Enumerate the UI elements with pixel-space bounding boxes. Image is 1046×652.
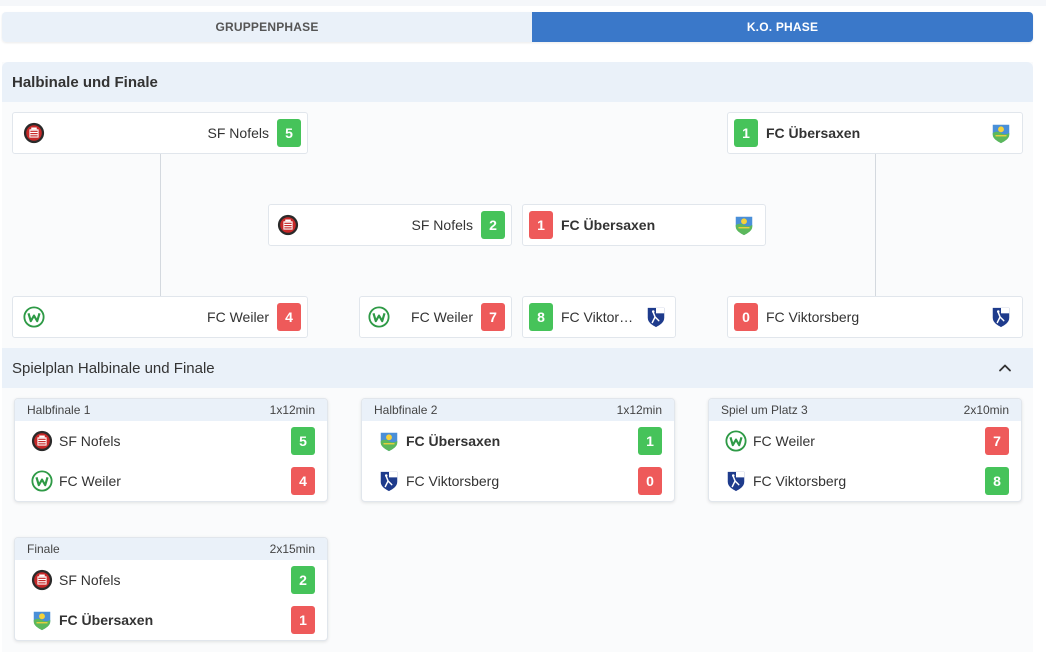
weiler-logo-icon (725, 430, 747, 452)
match-row-home: SF Nofels 2 (15, 565, 327, 595)
match-card-halbfinale-1[interactable]: Halbfinale 1 1x12min SF Nofels 5 FC Weil… (14, 398, 328, 502)
score-badge: 8 (985, 467, 1009, 495)
team-name: FC Übersaxen (59, 612, 154, 628)
match-row-away: FC Viktorsberg 8 (709, 466, 1021, 496)
uebersaxen-logo-icon (378, 430, 400, 452)
nofels-logo-icon (31, 569, 53, 591)
viktorsberg-logo-icon (725, 470, 747, 492)
viktorsberg-logo-icon (378, 470, 400, 492)
team-name: FC Viktorsberg (766, 309, 860, 325)
team-name: FC Weiler (207, 309, 269, 325)
match-card-header: Halbfinale 2 1x12min (362, 399, 674, 421)
viktorsberg-logo-icon (645, 306, 667, 328)
score-badge: 7 (985, 427, 1009, 455)
match-title: Spiel um Platz 3 (721, 403, 808, 417)
team-name: FC Viktorsberg (753, 473, 847, 489)
score-badge: 1 (734, 119, 758, 147)
tab-ko-phase[interactable]: K.O. PHASE (532, 12, 1033, 42)
bracket-final-away[interactable]: 1 FC Übersaxen (522, 204, 766, 246)
team-name: SF Nofels (59, 433, 121, 449)
schedule-section-title: Spielplan Halbinale und Finale (12, 359, 215, 377)
viktorsberg-logo-icon (990, 306, 1012, 328)
team-name: FC Viktor… (561, 309, 634, 325)
team-name: FC Übersaxen (561, 217, 656, 233)
bracket-semi1-away[interactable]: FC Weiler 4 (12, 296, 308, 338)
score-badge: 8 (529, 303, 553, 331)
ko-panel: Halbinale und Finale SF Nofels 5 FC Weil… (2, 62, 1033, 652)
bracket-final-home[interactable]: SF Nofels 2 (268, 204, 512, 246)
chevron-up-icon[interactable] (997, 360, 1013, 376)
match-card-header: Halbfinale 1 1x12min (15, 399, 327, 421)
team-name: SF Nofels (411, 217, 473, 233)
bracket-third-away[interactable]: 8 FC Viktor… (522, 296, 676, 338)
score-badge: 4 (291, 467, 315, 495)
bracket-section-title: Halbinale und Finale (2, 62, 1033, 102)
match-duration: 1x12min (616, 403, 662, 417)
match-duration: 1x12min (269, 403, 315, 417)
score-badge: 2 (481, 211, 505, 239)
score-badge: 0 (734, 303, 758, 331)
uebersaxen-logo-icon (733, 214, 755, 236)
score-badge: 1 (291, 606, 315, 634)
tab-gruppenphase[interactable]: GRUPPENPHASE (2, 12, 532, 42)
phase-tabs: GRUPPENPHASE K.O. PHASE (2, 12, 1033, 42)
team-name: FC Weiler (59, 473, 121, 489)
match-row-away: FC Übersaxen 1 (15, 605, 327, 635)
match-row-away: FC Weiler 4 (15, 466, 327, 496)
nofels-logo-icon (277, 214, 299, 236)
match-card-finale[interactable]: Finale 2x15min SF Nofels 2 FC Übersaxen … (14, 537, 328, 641)
match-row-away: FC Viktorsberg 0 (362, 466, 674, 496)
score-badge: 2 (291, 566, 315, 594)
team-name: FC Viktorsberg (406, 473, 500, 489)
score-badge: 4 (277, 303, 301, 331)
uebersaxen-logo-icon (31, 609, 53, 631)
uebersaxen-logo-icon (990, 122, 1012, 144)
score-badge: 0 (638, 467, 662, 495)
team-name: FC Übersaxen (406, 433, 501, 449)
team-name: FC Weiler (411, 309, 473, 325)
match-card-platz-3[interactable]: Spiel um Platz 3 2x10min FC Weiler 7 FC … (708, 398, 1022, 502)
match-duration: 2x15min (269, 542, 315, 556)
nofels-logo-icon (23, 122, 45, 144)
match-row-home: SF Nofels 5 (15, 426, 327, 456)
bracket-connector-left (160, 154, 161, 296)
top-strip (0, 0, 1046, 6)
weiler-logo-icon (23, 306, 45, 328)
score-badge: 5 (291, 427, 315, 455)
match-title: Halbfinale 1 (27, 403, 91, 417)
team-name: SF Nofels (59, 572, 121, 588)
bracket-semi2-home[interactable]: 1 FC Übersaxen (727, 112, 1023, 154)
nofels-logo-icon (31, 430, 53, 452)
match-card-header: Spiel um Platz 3 2x10min (709, 399, 1021, 421)
weiler-logo-icon (31, 470, 53, 492)
score-badge: 1 (638, 427, 662, 455)
bracket-third-home[interactable]: FC Weiler 7 (359, 296, 512, 338)
team-name: SF Nofels (207, 125, 269, 141)
match-card-header: Finale 2x15min (15, 538, 327, 560)
team-name: FC Weiler (753, 433, 815, 449)
bracket-connector-right (875, 154, 876, 296)
team-name: FC Übersaxen (766, 125, 861, 141)
bracket-semi2-away[interactable]: 0 FC Viktorsberg (727, 296, 1023, 338)
match-title: Halbfinale 2 (374, 403, 438, 417)
match-card-halbfinale-2[interactable]: Halbfinale 2 1x12min FC Übersaxen 1 FC V… (361, 398, 675, 502)
match-row-home: FC Weiler 7 (709, 426, 1021, 456)
score-badge: 5 (277, 119, 301, 147)
schedule-section-header: Spielplan Halbinale und Finale (2, 348, 1033, 388)
weiler-logo-icon (368, 306, 390, 328)
bracket-semi1-home[interactable]: SF Nofels 5 (12, 112, 308, 154)
match-title: Finale (27, 542, 60, 556)
score-badge: 7 (481, 303, 505, 331)
match-duration: 2x10min (963, 403, 1009, 417)
match-row-home: FC Übersaxen 1 (362, 426, 674, 456)
score-badge: 1 (529, 211, 553, 239)
